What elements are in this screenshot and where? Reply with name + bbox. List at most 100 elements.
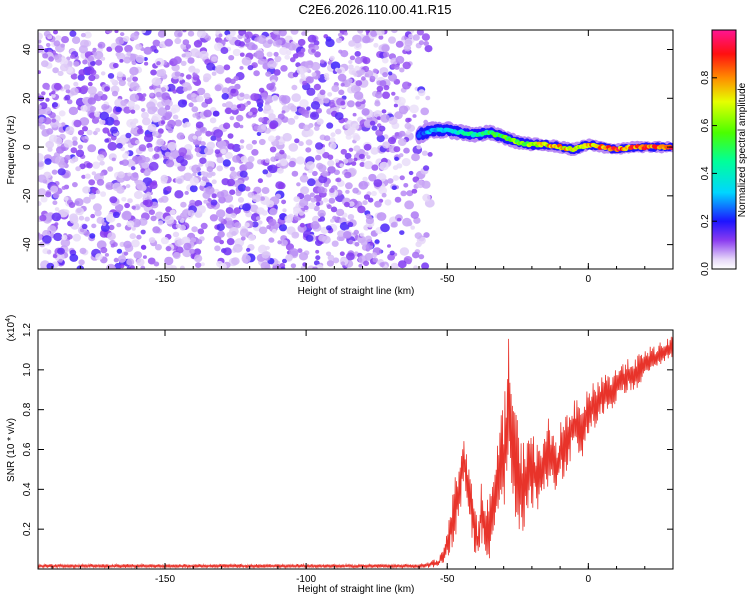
heatmap-cell (86, 129, 93, 136)
heatmap-cell (214, 245, 221, 252)
heatmap-cell (124, 202, 130, 209)
heatmap-cell (53, 232, 63, 242)
heatmap-cell (279, 47, 289, 56)
heatmap-cell (118, 79, 126, 87)
heatmap-cell (38, 201, 42, 207)
heatmap-cell (383, 84, 390, 91)
heatmap-cell (287, 43, 296, 51)
heatmap-cell (221, 93, 229, 100)
heatmap-cell (334, 112, 344, 121)
heatmap-cell (394, 156, 399, 161)
heatmap-cell (72, 182, 78, 188)
heatmap-cell (297, 38, 306, 46)
heatmap-cell (136, 181, 146, 191)
heatmap-cell (87, 55, 95, 62)
heatmap-cell (201, 153, 207, 158)
heatmap-cell (363, 260, 370, 267)
heatmap-cell (414, 232, 422, 240)
heatmap-cell (258, 226, 268, 235)
heatmap-cell (399, 67, 405, 73)
heatmap-cell (51, 169, 58, 175)
heatmap-cell (423, 232, 430, 238)
heatmap-cell (60, 43, 65, 48)
heatmap-cell (291, 231, 300, 239)
heatmap-cell (256, 131, 262, 136)
heatmap-cell (100, 223, 110, 232)
heatmap-cell (214, 64, 225, 74)
heatmap-cell (126, 77, 132, 82)
heatmap-cell (326, 225, 332, 231)
heatmap-cell (248, 234, 256, 242)
heatmap-cell (389, 250, 395, 256)
heatmap-cell (53, 55, 60, 60)
heatmap-cell (211, 71, 217, 76)
heatmap-cell (326, 122, 334, 129)
heatmap-cell (352, 34, 362, 44)
heatmap-cell (315, 142, 324, 150)
heatmap-cell (38, 39, 42, 44)
x-tick-label-bottom: 0 (586, 574, 592, 585)
heatmap-cell (58, 161, 66, 169)
heatmap-cell (353, 229, 359, 235)
heatmap-cell (307, 178, 316, 187)
heatmap-cell (378, 186, 388, 195)
heatmap-cell (125, 184, 131, 189)
heatmap-cell (191, 106, 199, 113)
heatmap-cell (257, 245, 268, 254)
heatmap-cell (100, 191, 107, 197)
heatmap-cell (89, 106, 96, 112)
heatmap-cell (100, 94, 108, 101)
heatmap-cell (164, 151, 171, 157)
heatmap-cell (239, 92, 245, 98)
heatmap-cell (148, 209, 155, 215)
heatmap-cell (110, 243, 115, 248)
heatmap-cell (95, 189, 101, 195)
heatmap-cell (104, 138, 110, 143)
heatmap-cell (327, 61, 332, 65)
heatmap-cell (107, 232, 116, 241)
heatmap-cell (122, 76, 126, 81)
heatmap-cell (116, 142, 123, 149)
heatmap-cell (363, 160, 374, 170)
heatmap-cell (421, 33, 430, 41)
heatmap-cell (305, 147, 312, 153)
heatmap-cell (266, 51, 273, 57)
heatmap-cell (337, 32, 343, 37)
heatmap-cell (99, 172, 105, 177)
heatmap-cell (408, 170, 414, 176)
heatmap-cell (99, 119, 106, 125)
heatmap-cell (296, 182, 301, 187)
heatmap-cell (138, 144, 147, 152)
heatmap-cell (41, 91, 46, 96)
heatmap-cell (412, 34, 420, 41)
heatmap-cell (223, 194, 234, 203)
heatmap-cell (379, 80, 387, 87)
heatmap-cell (370, 30, 378, 37)
heatmap-cell (191, 93, 196, 98)
heatmap-cell (334, 158, 340, 163)
heatmap-cell (217, 140, 227, 149)
heatmap-cell (115, 204, 124, 212)
heatmap-cell (309, 111, 320, 120)
heatmap-cell (318, 218, 323, 222)
heatmap-cell (421, 262, 430, 269)
heatmap-cell (358, 263, 363, 268)
heatmap-cell (270, 82, 276, 87)
heatmap-cell (236, 114, 244, 122)
heatmap-cell (343, 31, 348, 36)
heatmap-cell (342, 158, 349, 164)
heatmap-cell (66, 234, 73, 240)
heatmap-cell (57, 70, 64, 77)
heatmap-cell (401, 158, 411, 167)
heatmap-cell (203, 92, 211, 100)
heatmap-cell (259, 92, 268, 100)
heatmap-cell (52, 67, 59, 74)
heatmap-cell (99, 111, 110, 121)
heatmap-cell (380, 223, 390, 233)
heatmap-cell (167, 119, 176, 128)
heatmap-cell (61, 36, 69, 44)
heatmap-cell (237, 183, 247, 192)
heatmap-cell (38, 44, 44, 53)
heatmap-cell (58, 110, 66, 117)
heatmap-cell (141, 245, 147, 250)
